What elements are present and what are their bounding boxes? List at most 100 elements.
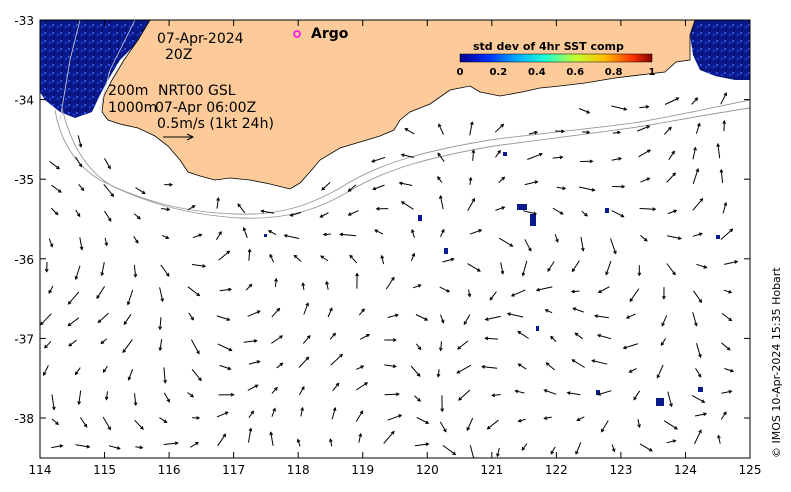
current-arrow (271, 308, 280, 318)
current-arrow-head (339, 353, 344, 358)
current-arrow (468, 289, 471, 297)
current-arrow (438, 123, 444, 135)
current-arrow-head (535, 287, 540, 292)
current-arrow-head (547, 267, 551, 272)
current-arrow-head (675, 97, 680, 101)
current-arrow (298, 356, 309, 368)
current-arrow (187, 205, 195, 211)
current-arrow (133, 264, 137, 277)
current-arrow (472, 150, 475, 161)
current-arrow-head (703, 265, 708, 269)
current-arrow (440, 229, 445, 238)
current-arrow-head (575, 450, 579, 455)
current-arrow (469, 229, 482, 235)
current-arrow (720, 342, 731, 351)
current-arrow (439, 286, 450, 293)
current-arrow (51, 418, 59, 425)
product-time-label: 07-Apr 06:00Z (155, 100, 256, 116)
current-arrow-head (57, 189, 62, 193)
current-arrow (552, 207, 564, 215)
current-arrow (326, 281, 329, 290)
current-arrow-head (322, 232, 327, 237)
current-arrow (552, 156, 563, 159)
current-arrow (134, 419, 144, 430)
current-arrow-head (135, 239, 139, 244)
y-tick-label: -34 (14, 94, 34, 108)
current-arrow (547, 261, 555, 272)
current-arrow-head (417, 284, 422, 288)
current-arrow (667, 391, 673, 407)
current-arrow-head (550, 450, 554, 455)
current-arrow-head (158, 326, 163, 331)
current-arrow-head (656, 374, 661, 379)
current-arrow (104, 237, 108, 246)
current-arrow-head (300, 406, 304, 411)
current-arrow-head (716, 142, 721, 147)
current-arrow-head (400, 153, 405, 157)
current-arrow (720, 169, 724, 183)
current-arrow-head (673, 209, 678, 214)
current-arrow-head (605, 271, 609, 276)
x-tick-label: 117 (222, 463, 245, 477)
colorbar-ticks: 0 0.2 0.4 0.6 0.8 1 (457, 67, 656, 78)
current-arrow (611, 105, 627, 110)
x-tick-label: 115 (93, 463, 116, 477)
current-arrow-head (440, 319, 445, 324)
current-arrow-head (528, 247, 532, 252)
current-arrow-head (166, 398, 170, 403)
current-arrow-head (722, 119, 727, 124)
current-arrow (332, 382, 340, 392)
current-arrow (439, 421, 447, 432)
current-arrow-head (366, 334, 371, 338)
current-arrow-head (392, 338, 397, 342)
current-arrow-head (571, 359, 576, 363)
current-arrow-head (216, 196, 220, 201)
current-arrow (284, 234, 300, 239)
current-arrow (498, 237, 513, 247)
current-arrow (410, 253, 415, 262)
current-arrow-head (652, 207, 657, 211)
current-arrow (582, 131, 590, 133)
current-arrow (51, 184, 62, 193)
current-arrow-head (319, 214, 324, 218)
current-arrow (545, 362, 555, 371)
current-arrow-head (390, 430, 395, 435)
current-arrow (401, 201, 414, 210)
current-arrow-head (97, 319, 102, 324)
current-arrow (75, 367, 81, 375)
current-arrow (521, 443, 528, 451)
current-arrow (485, 337, 499, 340)
current-arrow (269, 254, 275, 263)
current-arrow (550, 336, 557, 342)
current-arrow-head (355, 272, 359, 277)
current-arrow-head (166, 207, 171, 212)
current-arrow-head (380, 254, 385, 259)
current-arrow (524, 181, 538, 186)
current-arrow (666, 172, 676, 183)
x-tick-label: 123 (609, 463, 632, 477)
current-arrow (412, 284, 421, 289)
current-arrow (327, 308, 333, 318)
current-arrow (385, 277, 395, 290)
x-tick-label: 122 (545, 463, 568, 477)
current-arrow-head (165, 235, 170, 239)
current-arrow-head (44, 344, 48, 349)
current-arrow (160, 264, 170, 277)
current-arrow-head (127, 376, 132, 381)
current-arrow-head (597, 289, 602, 293)
current-arrow (303, 303, 309, 315)
current-arrow (667, 210, 677, 215)
current-arrow-head (611, 448, 616, 453)
current-arrow (102, 416, 111, 430)
current-arrow-head (646, 177, 651, 181)
current-arrow (163, 367, 166, 383)
current-arrow (633, 390, 641, 400)
current-arrow (159, 417, 167, 423)
current-arrow (668, 151, 675, 160)
current-arrow-head (260, 209, 265, 214)
current-arrow (329, 439, 333, 447)
current-arrow (219, 364, 231, 370)
current-arrow-head (256, 360, 261, 364)
current-arrow-head (267, 230, 272, 234)
